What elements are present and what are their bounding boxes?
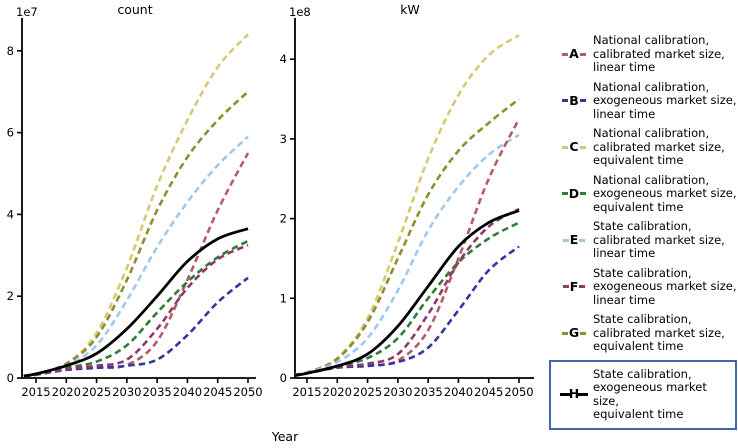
legend-marker-C: C <box>555 140 593 154</box>
plot-area-kw: 0 1 2 3 4 2015 2020 2025 2030 2035 2040 2045 2050 <box>280 18 534 399</box>
series-line-G <box>23 90 249 378</box>
legend-label-H: State calibration, exogeneous market size… <box>593 366 707 421</box>
legend-marker-F: F <box>555 280 593 294</box>
legend-marker-B: B <box>555 94 593 108</box>
legend: A National calibration, calibrated market … <box>549 33 737 436</box>
y-tick-label: 4 <box>280 52 287 66</box>
series-line-D <box>294 221 520 377</box>
legend-marker-G: G <box>555 326 593 340</box>
x-tick-label: 2040 <box>444 385 473 399</box>
x-tick-label: 2045 <box>203 385 232 399</box>
x-tick-label: 2050 <box>504 385 533 399</box>
y-tick-label: 4 <box>7 207 14 221</box>
axis-spine <box>21 18 256 379</box>
y-tick-label: 8 <box>7 44 14 58</box>
legend-marker-D: D <box>555 187 593 201</box>
series-line-B <box>23 276 249 378</box>
series-line-C <box>294 34 520 377</box>
y-tick-label: 2 <box>280 212 287 226</box>
x-tick-label: 2025 <box>82 385 111 399</box>
legend-label-A: National calibration, calibrated market s… <box>593 33 725 74</box>
series-line-H <box>294 209 520 377</box>
series-line-C <box>23 33 249 378</box>
y-tick-label: 3 <box>280 132 287 146</box>
series-line-H <box>23 227 249 378</box>
x-tick-label: 2015 <box>21 385 50 399</box>
legend-entry-D[interactable]: D National calibration, exogeneous market … <box>555 172 737 215</box>
legend-label-B: National calibration, exogeneous market s… <box>593 79 737 121</box>
chart-title-kw: kW <box>400 2 420 17</box>
x-tick-label: 2045 <box>474 385 503 399</box>
y-scale-label-kw: 1e8 <box>289 5 311 19</box>
legend-label-G: State calibration, calibrated market size… <box>593 312 725 353</box>
x-tick-label: 2020 <box>323 385 352 399</box>
y-tick-label: 0 <box>7 371 14 385</box>
legend-label-D: National calibration, exogeneous market s… <box>593 172 737 214</box>
plot-area-count: 0 2 4 6 8 2015 2020 2025 2030 2035 2040 2045 2050 <box>7 18 263 399</box>
legend-marker-E: E <box>555 233 593 247</box>
y-tick-label: 1 <box>280 291 287 305</box>
x-tick-label: 2035 <box>142 385 171 399</box>
legend-label-F: State calibration, exogeneous market size… <box>593 265 737 307</box>
legend-entry-A[interactable]: A National calibration, calibrated market … <box>555 33 737 75</box>
series-line-E <box>23 135 249 378</box>
legend-entry-E[interactable]: E State calibration, calibrated market siz… <box>555 219 737 261</box>
x-tick-label: 2050 <box>233 385 262 399</box>
series-line-B <box>294 245 520 377</box>
legend-entry-H[interactable]: H State calibration, exogeneous market siz… <box>549 359 737 430</box>
x-tick-label: 2030 <box>383 385 412 399</box>
legend-entry-C[interactable]: C National calibration, calibrated market … <box>555 126 737 168</box>
legend-marker-H: H <box>555 388 593 401</box>
series-line-F <box>23 243 249 378</box>
legend-label-C: National calibration, calibrated market s… <box>593 126 725 167</box>
series-line-G <box>294 98 520 377</box>
x-axis-label: Year <box>271 429 299 444</box>
series-line-E <box>294 133 520 377</box>
series-line-F <box>294 207 520 377</box>
y-tick-label: 2 <box>7 289 14 303</box>
chart-title-count: count <box>117 2 153 17</box>
x-tick-label: 2020 <box>52 385 81 399</box>
legend-entry-B[interactable]: B National calibration, exogeneous market … <box>555 79 737 122</box>
legend-label-E: State calibration, calibrated market size… <box>593 219 725 260</box>
series-line-A <box>23 152 250 378</box>
x-tick-label: 2040 <box>173 385 202 399</box>
y-scale-label-count: 1e7 <box>16 5 38 19</box>
y-tick-label: 0 <box>280 371 287 385</box>
series-line-D <box>23 239 249 378</box>
x-tick-label: 2015 <box>292 385 321 399</box>
legend-entry-G[interactable]: G State calibration, calibrated market siz… <box>555 312 737 354</box>
x-tick-label: 2030 <box>112 385 141 399</box>
legend-marker-A: A <box>555 47 593 61</box>
x-tick-label: 2025 <box>353 385 382 399</box>
y-tick-label: 6 <box>7 126 14 140</box>
x-tick-label: 2035 <box>413 385 442 399</box>
legend-entry-F[interactable]: F State calibration, exogeneous market siz… <box>555 265 737 308</box>
